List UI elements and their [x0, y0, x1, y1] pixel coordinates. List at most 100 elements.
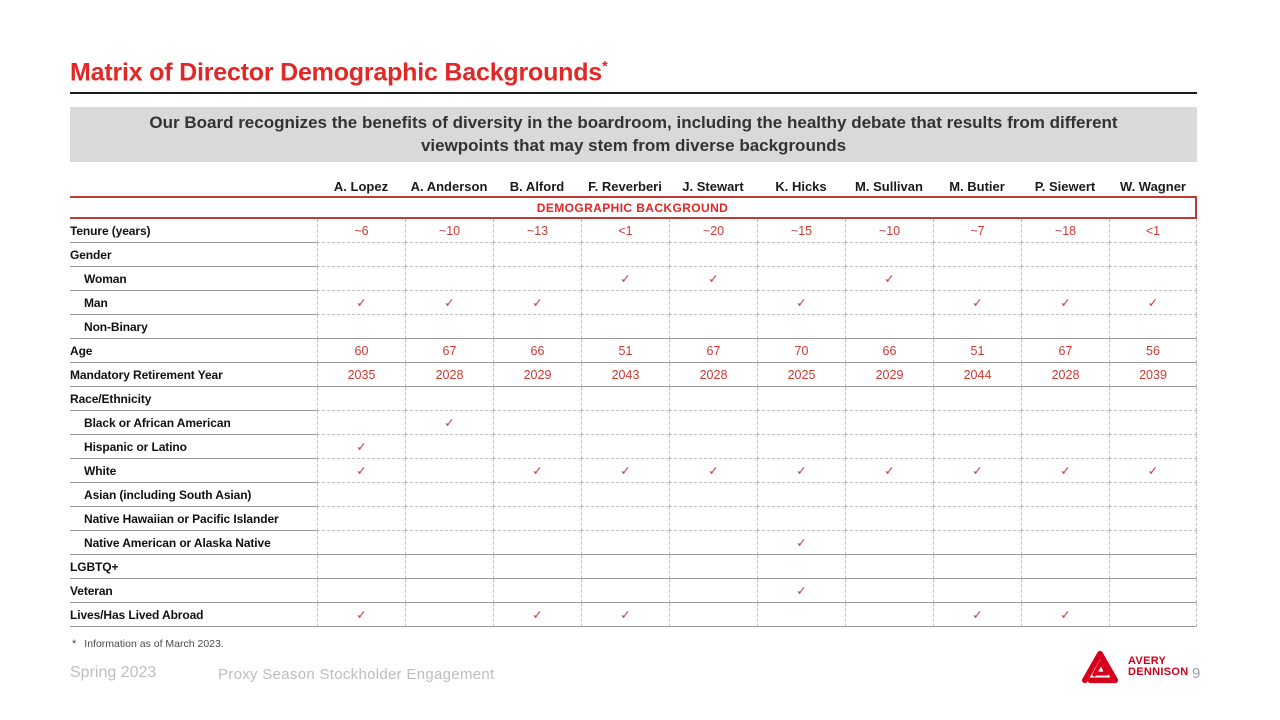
cell-empty	[845, 507, 933, 531]
cell-empty	[405, 435, 493, 459]
cell-value: 2043	[581, 363, 669, 387]
check-mark: ✓	[405, 291, 493, 315]
cell-empty	[845, 531, 933, 555]
table-row: Gender	[70, 243, 1197, 267]
cell-empty	[581, 435, 669, 459]
check-mark: ✓	[757, 291, 845, 315]
cell-empty	[1109, 507, 1197, 531]
avery-dennison-triangle-icon	[1082, 650, 1119, 684]
cell-empty	[933, 243, 1021, 267]
table-row: Veteran ✓	[70, 579, 1197, 603]
cell-empty	[581, 243, 669, 267]
row-label: Native American or Alaska Native	[70, 531, 317, 555]
cell-empty	[669, 603, 757, 627]
cell-value: 2025	[757, 363, 845, 387]
cell-empty	[1109, 315, 1197, 339]
avery-dennison-logo: AVERY DENNISON	[1080, 648, 1188, 686]
check-mark: ✓	[1021, 291, 1109, 315]
footnote-text: Information as of March 2023.	[84, 638, 224, 650]
table-row: Man ✓ ✓ ✓ ✓ ✓ ✓ ✓	[70, 291, 1197, 315]
check-mark: ✓	[317, 435, 405, 459]
cell-empty	[757, 483, 845, 507]
check-mark: ✓	[405, 411, 493, 435]
cell-empty	[1109, 435, 1197, 459]
check-mark: ✓	[757, 579, 845, 603]
cell-empty	[581, 507, 669, 531]
cell-empty	[933, 531, 1021, 555]
director-header-row: A. Lopez A. Anderson B. Alford F. Reverberi…	[70, 176, 1197, 198]
cell-empty	[845, 603, 933, 627]
check-mark: ✓	[1021, 459, 1109, 483]
cell-empty	[317, 531, 405, 555]
row-label: Native Hawaiian or Pacific Islander	[70, 507, 317, 531]
cell-empty	[493, 243, 581, 267]
footer-deck-title: Proxy Season Stockholder Engagement	[218, 666, 495, 683]
check-mark: ✓	[933, 459, 1021, 483]
cell-empty	[493, 555, 581, 579]
row-label: Mandatory Retirement Year	[70, 363, 317, 387]
cell-empty	[581, 555, 669, 579]
cell-empty	[1021, 243, 1109, 267]
cell-empty	[757, 603, 845, 627]
cell-empty	[845, 291, 933, 315]
cell-empty	[493, 267, 581, 291]
table-row: Tenure (years) ~6 ~10 ~13 <1 ~20 ~15 ~10 ~7 ~18 <1	[70, 219, 1197, 243]
cell-empty	[1021, 267, 1109, 291]
row-label: Non-Binary	[70, 315, 317, 339]
cell-value: ~10	[405, 219, 493, 243]
cell-empty	[757, 411, 845, 435]
cell-empty	[581, 411, 669, 435]
cell-empty	[581, 291, 669, 315]
cell-value: 67	[669, 339, 757, 363]
logo-wordmark: AVERY DENNISON	[1128, 656, 1188, 678]
cell-empty	[757, 243, 845, 267]
page-number: 9	[1192, 665, 1201, 682]
cell-empty	[317, 411, 405, 435]
cell-empty	[581, 579, 669, 603]
row-label: White	[70, 459, 317, 483]
director-name: K. Hicks	[775, 179, 827, 194]
table-row: Black or African American ✓	[70, 411, 1197, 435]
cell-empty	[1021, 387, 1109, 411]
cell-empty	[405, 315, 493, 339]
cell-empty	[493, 435, 581, 459]
check-mark: ✓	[493, 459, 581, 483]
check-mark: ✓	[581, 603, 669, 627]
cell-value: ~6	[317, 219, 405, 243]
cell-empty	[405, 387, 493, 411]
cell-empty	[757, 555, 845, 579]
cell-empty	[933, 507, 1021, 531]
cell-value: 70	[757, 339, 845, 363]
section-header: DEMOGRAPHIC BACKGROUND	[536, 200, 729, 215]
cell-empty	[317, 243, 405, 267]
cell-empty	[845, 579, 933, 603]
page-title: Matrix of Director Demographic Backgroun…	[70, 58, 608, 87]
director-name: M. Sullivan	[855, 179, 923, 194]
check-mark: ✓	[1021, 603, 1109, 627]
row-label: Black or African American	[70, 411, 317, 435]
check-mark: ✓	[757, 459, 845, 483]
cell-empty	[1109, 267, 1197, 291]
cell-empty	[757, 387, 845, 411]
cell-empty	[493, 531, 581, 555]
cell-empty	[845, 435, 933, 459]
cell-empty	[405, 243, 493, 267]
cell-empty	[1021, 507, 1109, 531]
row-label: Veteran	[70, 579, 317, 603]
cell-empty	[1109, 387, 1197, 411]
check-mark: ✓	[933, 291, 1021, 315]
cell-empty	[933, 579, 1021, 603]
cell-empty	[669, 387, 757, 411]
check-mark: ✓	[1109, 459, 1197, 483]
cell-value: 60	[317, 339, 405, 363]
cell-value: 2028	[669, 363, 757, 387]
cell-empty	[405, 531, 493, 555]
banner: Our Board recognizes the benefits of div…	[70, 107, 1197, 162]
footnote: * Information as of March 2023.	[72, 638, 224, 650]
row-label: LGBTQ+	[70, 555, 317, 579]
cell-value: ~7	[933, 219, 1021, 243]
cell-value: ~18	[1021, 219, 1109, 243]
check-mark: ✓	[845, 267, 933, 291]
table-row: Asian (including South Asian)	[70, 483, 1197, 507]
check-mark: ✓	[757, 531, 845, 555]
